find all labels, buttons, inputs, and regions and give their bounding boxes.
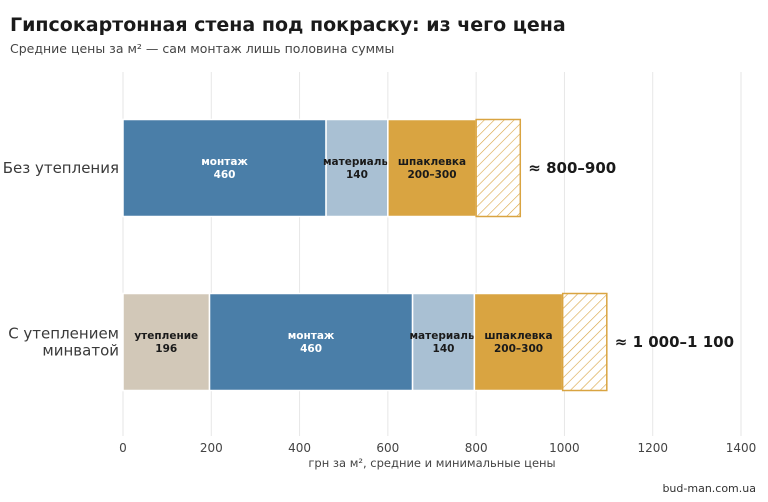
segment-value-label: 200–300 xyxy=(494,343,543,355)
segment-name-label: утепление xyxy=(134,330,198,342)
bar-segment xyxy=(122,118,327,218)
bar-total-label: ≈ 800–900 xyxy=(528,159,616,177)
x-tick-label: 600 xyxy=(376,441,399,455)
x-axis-ticks: 0 200 400 600 800 1000 1200 1400 xyxy=(119,441,756,455)
x-tick-label: 1000 xyxy=(549,441,580,455)
source-credit: bud-man.com.ua xyxy=(662,482,756,495)
category-label: Без утепления xyxy=(3,159,119,177)
x-tick-label: 1200 xyxy=(637,441,668,455)
x-axis-label: грн за м², средние и минимальные цены xyxy=(308,456,555,470)
chart-subtitle: Средние цены за м² — сам монтаж лишь пол… xyxy=(10,41,394,56)
segment-value-label: 460 xyxy=(214,169,236,181)
bar-total-label: ≈ 1 000–1 100 xyxy=(615,333,734,351)
segment-name-label: материалы xyxy=(409,330,477,342)
category-label: минватой xyxy=(42,342,119,360)
x-tick-label: 400 xyxy=(288,441,311,455)
segment-name-label: монтаж xyxy=(288,330,335,342)
bar-segment xyxy=(387,118,477,218)
segment-value-label: 140 xyxy=(346,169,368,181)
bar-range-hatch xyxy=(475,118,522,218)
segment-value-label: 140 xyxy=(433,343,455,355)
category-label: С утеплением xyxy=(8,325,119,343)
bar-segment xyxy=(325,118,389,218)
segment-name-label: монтаж xyxy=(201,156,248,168)
bar-range-hatch xyxy=(561,292,608,392)
x-tick-label: 0 xyxy=(119,441,127,455)
bar-segment xyxy=(208,292,414,392)
segment-value-label: 196 xyxy=(155,343,177,355)
segment-value-label: 200–300 xyxy=(407,169,456,181)
segment-name-label: шпаклевка xyxy=(484,330,552,342)
x-tick-label: 800 xyxy=(465,441,488,455)
bar-segment xyxy=(411,292,476,392)
x-tick-label: 200 xyxy=(200,441,223,455)
segment-name-label: шпаклевка xyxy=(398,156,466,168)
segment-value-label: 460 xyxy=(300,343,322,355)
bar-segment xyxy=(473,292,564,392)
bar-segment xyxy=(122,292,211,392)
x-tick-label: 1400 xyxy=(726,441,757,455)
chart-title: Гипсокартонная стена под покраску: из че… xyxy=(10,14,566,36)
segment-name-label: материалы xyxy=(323,156,391,168)
